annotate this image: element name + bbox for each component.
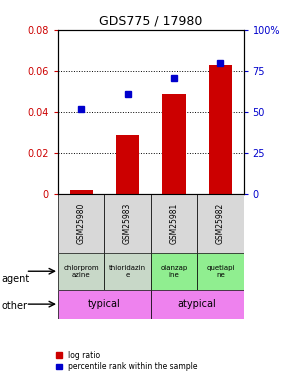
FancyBboxPatch shape (197, 195, 244, 253)
FancyBboxPatch shape (104, 253, 151, 290)
FancyBboxPatch shape (197, 253, 244, 290)
Text: other: other (1, 301, 28, 310)
FancyBboxPatch shape (58, 290, 151, 319)
FancyBboxPatch shape (58, 195, 104, 253)
Text: agent: agent (1, 274, 30, 284)
FancyBboxPatch shape (151, 253, 197, 290)
Text: GSM25980: GSM25980 (77, 203, 86, 244)
Bar (70, 190, 93, 195)
Text: quetiapi
ne: quetiapi ne (206, 265, 235, 278)
Text: chlorprom
azine: chlorprom azine (64, 265, 99, 278)
Bar (209, 65, 232, 195)
Bar (116, 135, 139, 195)
FancyBboxPatch shape (151, 195, 197, 253)
Bar (162, 94, 186, 195)
FancyBboxPatch shape (151, 290, 244, 319)
Text: thioridazin
e: thioridazin e (109, 265, 146, 278)
FancyBboxPatch shape (104, 195, 151, 253)
Text: atypical: atypical (178, 299, 217, 309)
Text: typical: typical (88, 299, 121, 309)
Legend: log ratio, percentile rank within the sample: log ratio, percentile rank within the sa… (56, 351, 198, 371)
Text: GSM25983: GSM25983 (123, 203, 132, 244)
Title: GDS775 / 17980: GDS775 / 17980 (99, 15, 202, 27)
Text: GSM25981: GSM25981 (169, 203, 179, 244)
Text: GSM25982: GSM25982 (216, 203, 225, 244)
FancyBboxPatch shape (58, 253, 104, 290)
Text: olanzap
ine: olanzap ine (160, 265, 188, 278)
